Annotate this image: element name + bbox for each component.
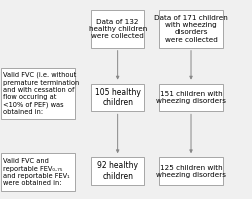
FancyBboxPatch shape — [1, 153, 74, 191]
FancyBboxPatch shape — [159, 84, 222, 111]
FancyBboxPatch shape — [159, 157, 222, 185]
FancyBboxPatch shape — [159, 10, 222, 48]
Text: 151 children with
wheezing disorders: 151 children with wheezing disorders — [155, 91, 225, 104]
Text: 92 healthy
children: 92 healthy children — [97, 161, 138, 181]
Text: Valid FVC and
reportable FEV₀.₇₅
and reportable FEV₁
were obtained in:: Valid FVC and reportable FEV₀.₇₅ and rep… — [3, 158, 70, 186]
FancyBboxPatch shape — [91, 157, 144, 185]
FancyBboxPatch shape — [91, 10, 144, 48]
Text: Data of 171 children
with wheezing
disorders
were collected: Data of 171 children with wheezing disor… — [153, 15, 227, 43]
Text: 125 children with
wheezing disorders: 125 children with wheezing disorders — [155, 165, 225, 178]
FancyBboxPatch shape — [1, 68, 74, 119]
Text: Valid FVC (i.e. without
premature termination
and with cessation of
flow occurin: Valid FVC (i.e. without premature termin… — [3, 72, 79, 115]
Text: Data of 132
healthy children
were collected: Data of 132 healthy children were collec… — [88, 19, 146, 39]
FancyBboxPatch shape — [91, 84, 144, 111]
Text: 105 healthy
children: 105 healthy children — [94, 88, 140, 107]
